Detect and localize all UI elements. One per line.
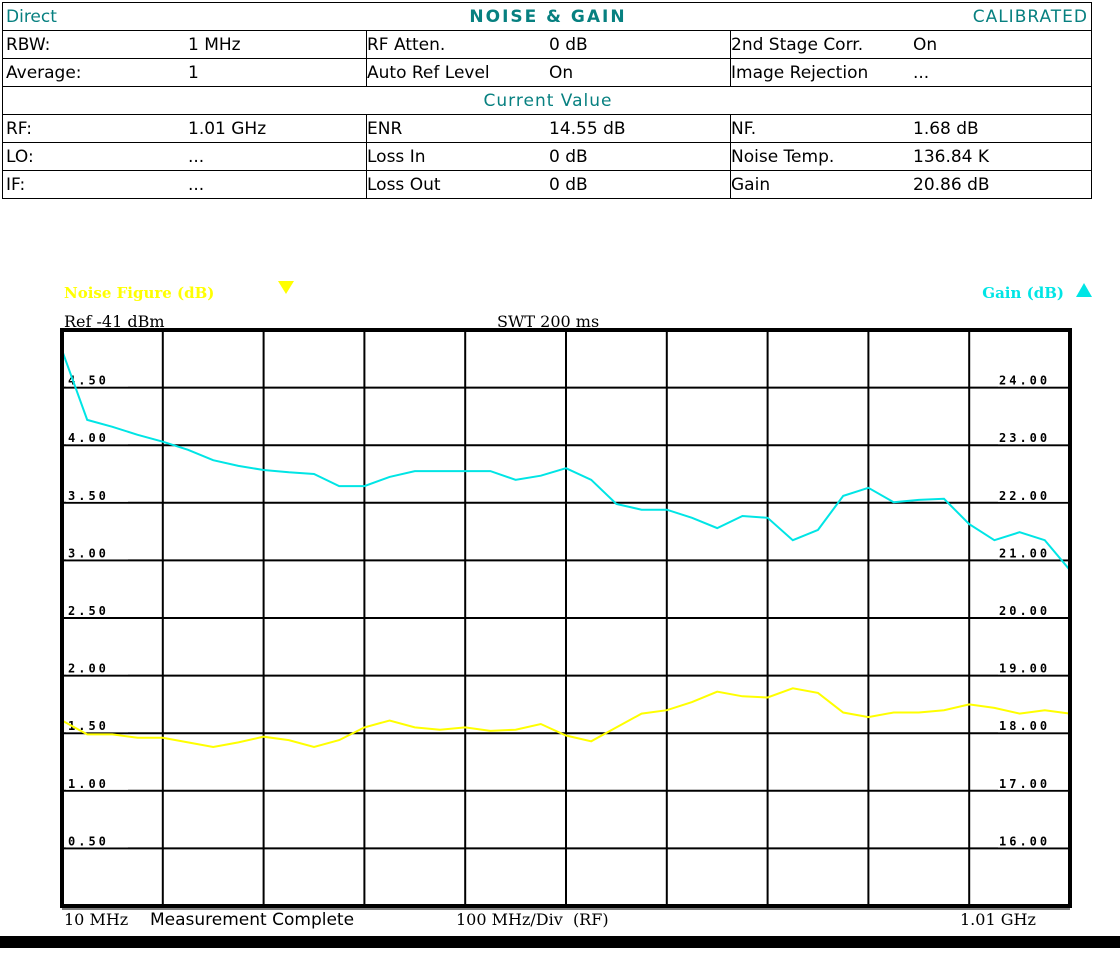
current-value-label: RF:: [6, 119, 32, 139]
current-value-label: ENR: [367, 119, 403, 139]
setting-label: RF Atten.: [367, 35, 446, 55]
current-value-row: LO:... Loss In 0 dB Noise Temp. 136.84 K: [2, 143, 1092, 171]
frequency-scale: 100 MHz/Div (RF): [456, 910, 609, 929]
current-value-value: ...: [188, 147, 205, 167]
calibration-status: CALIBRATED: [972, 7, 1088, 27]
setting-value: 1 MHz: [188, 35, 241, 55]
setting-value: On: [913, 35, 938, 55]
left-tick-label: 2.00: [68, 662, 109, 676]
right-tick-label: 22.00: [999, 489, 1050, 503]
setting-value: 0 dB: [549, 35, 588, 55]
current-value-value: 1.68 dB: [913, 119, 979, 139]
current-value-value: 20.86 dB: [913, 175, 990, 195]
bottom-bar: [0, 936, 1120, 948]
setting-value: On: [549, 63, 574, 83]
current-value-label: LO:: [6, 147, 34, 167]
current-value-title: Current Value: [483, 91, 613, 111]
current-value-label: Noise Temp.: [731, 147, 835, 167]
gain-trace: [61, 349, 1071, 571]
right-tick-label: 18.00: [999, 719, 1050, 733]
current-value-header: Current Value: [2, 87, 1092, 115]
setting-label: Auto Ref Level: [367, 63, 490, 83]
setting-value: ...: [913, 63, 930, 83]
ref-level-label: Ref -41 dBm: [64, 312, 165, 331]
sweep-time-label: SWT 200 ms: [497, 312, 599, 331]
mode-label: Direct: [6, 7, 57, 27]
right-tick-label: 19.00: [999, 662, 1050, 676]
setting-row: RBW: 1 MHz RF Atten. 0 dB 2nd Stage Corr. On: [2, 31, 1092, 59]
current-value-value: 136.84 K: [913, 147, 990, 167]
current-value-value: 0 dB: [549, 175, 588, 195]
left-tick-label: 4.50: [68, 374, 109, 388]
stop-frequency: 1.01 GHz: [960, 910, 1036, 929]
right-tick-label: 16.00: [999, 834, 1050, 848]
setting-label: Average:: [6, 63, 82, 83]
current-value-label: Loss Out: [367, 175, 441, 195]
current-value-value: ...: [188, 175, 205, 195]
page-title: NOISE & GAIN: [469, 7, 627, 27]
status-message: Measurement Complete: [150, 910, 355, 930]
left-tick-label: 0.50: [68, 834, 109, 848]
setting-label: RBW:: [6, 35, 51, 55]
left-tick-label: 3.50: [68, 489, 109, 503]
current-value-label: IF:: [6, 175, 26, 195]
left-tick-label: 4.00: [68, 431, 109, 445]
right-axis-label: Gain (dB): [982, 284, 1064, 302]
left-tick-label: 1.00: [68, 777, 109, 791]
info-table: Direct NOISE & GAIN CALIBRATED RBW: 1 MHz…: [2, 2, 1092, 199]
gain-marker-icon: [1076, 283, 1092, 297]
right-tick-label: 17.00: [999, 777, 1050, 791]
noise-gain-chart: Noise Figure (dB) Gain (dB) Ref -41 dBm …: [60, 281, 1092, 910]
left-tick-label: 2.50: [68, 604, 109, 618]
current-value-row: RF: 1.01 GHz ENR 14.55 dB NF. 1.68 dB: [2, 115, 1092, 143]
start-frequency: 10 MHz: [64, 910, 129, 929]
setting-label: 2nd Stage Corr.: [731, 35, 864, 55]
plot-frame: [60, 328, 1072, 908]
noise-figure-trace: [61, 687, 1071, 749]
setting-label: Image Rejection: [731, 63, 869, 83]
left-axis-label: Noise Figure (dB): [64, 284, 214, 302]
right-tick-label: 23.00: [999, 431, 1050, 445]
noise-figure-marker-icon: [278, 281, 294, 294]
setting-row: Average: 1 Auto Ref Level On Image Rejection…: [2, 59, 1092, 87]
right-tick-label: 21.00: [999, 546, 1050, 560]
current-value-value: 0 dB: [549, 147, 588, 167]
current-value-value: 14.55 dB: [549, 119, 626, 139]
current-value-label: Gain: [731, 175, 771, 195]
current-value-label: Loss In: [367, 147, 426, 167]
right-tick-label: 24.00: [999, 374, 1050, 388]
right-tick-label: 20.00: [999, 604, 1050, 618]
left-tick-label: 3.00: [68, 546, 109, 560]
current-value-value: 1.01 GHz: [188, 119, 267, 139]
header-row: Direct NOISE & GAIN CALIBRATED: [2, 2, 1092, 31]
current-value-label: NF.: [731, 119, 757, 139]
setting-value: 1: [188, 63, 199, 83]
current-value-row: IF:... Loss Out 0 dB Gain 20.86 dB: [2, 171, 1092, 199]
